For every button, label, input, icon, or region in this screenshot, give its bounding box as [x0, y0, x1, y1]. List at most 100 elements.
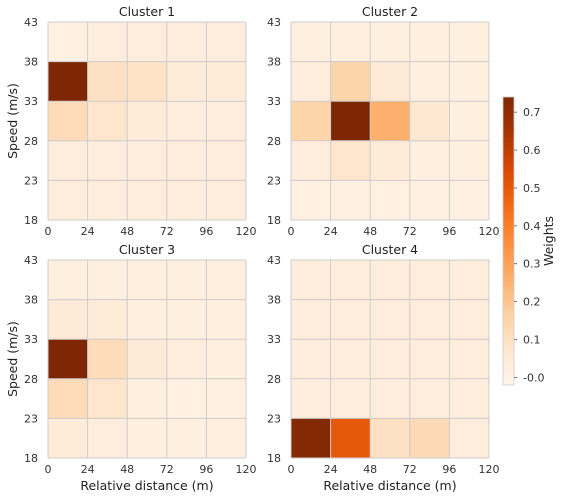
- x-tick-label: 72: [403, 225, 417, 238]
- heatmap-cell: [291, 299, 331, 340]
- y-tick-label: 18: [267, 214, 281, 227]
- heatmap-cell: [206, 180, 246, 220]
- heatmap-cell: [206, 418, 246, 458]
- heatmap-cell: [409, 418, 450, 458]
- x-tick-label: 0: [45, 225, 52, 238]
- heatmap-cell: [166, 22, 207, 62]
- heatmap-cell: [206, 22, 246, 62]
- heatmap-cell: [330, 260, 371, 300]
- colorbar-tick-label: 0.5: [523, 182, 541, 195]
- heatmap-cell: [409, 140, 450, 181]
- y-tick-label: 43: [267, 16, 281, 29]
- heatmap-cell: [291, 339, 331, 379]
- heatmap-cell: [48, 378, 88, 419]
- heatmap-cell: [87, 378, 128, 419]
- x-tick-label: 48: [363, 225, 377, 238]
- y-tick-label: 38: [24, 56, 38, 69]
- y-tick-label: 23: [267, 412, 281, 425]
- heatmap-panel-4: Cluster 4 0 24 48 72 96 120 18 23 28 33 38 43 Relativ…: [267, 242, 500, 493]
- y-tick-label: 28: [24, 135, 38, 148]
- heatmap-cell: [127, 61, 167, 102]
- y-axis-label: Speed (m/s): [5, 321, 20, 397]
- x-tick-label: 120: [479, 463, 500, 476]
- heatmap-cell: [449, 299, 489, 340]
- x-tick-label: 24: [81, 225, 95, 238]
- x-tick-label: 24: [81, 463, 95, 476]
- colorbar-tick-label: 0.6: [523, 144, 541, 157]
- heatmap-cell: [48, 140, 88, 181]
- heatmap-cell: [48, 299, 88, 340]
- y-axis-label: Speed (m/s): [5, 83, 20, 159]
- heatmap-cell: [370, 101, 410, 141]
- x-tick-label: 96: [442, 463, 456, 476]
- heatmap-cell: [330, 299, 371, 340]
- panel-title: Cluster 2: [362, 4, 418, 19]
- heatmap-cell: [87, 180, 128, 220]
- heatmap-cell: [370, 22, 410, 62]
- heatmap-cell: [166, 418, 207, 458]
- y-tick-label: 33: [24, 95, 38, 108]
- heatmap-cell: [330, 101, 371, 141]
- x-tick-label: 48: [120, 225, 134, 238]
- x-tick-label: 0: [288, 225, 295, 238]
- heatmap-cell: [370, 140, 410, 181]
- y-tick-label: 38: [267, 294, 281, 307]
- y-tick-label: 33: [267, 333, 281, 346]
- heatmap-cell: [127, 260, 167, 300]
- y-tick-label: 38: [267, 56, 281, 69]
- heatmap-cell: [449, 180, 489, 220]
- heatmap-cell: [87, 260, 128, 300]
- heatmap-cell: [206, 378, 246, 419]
- x-tick-label: 0: [45, 463, 52, 476]
- colorbar-tick-label: 0.2: [523, 296, 541, 309]
- heatmap-cell: [127, 101, 167, 141]
- y-tick-label: 23: [24, 174, 38, 187]
- heatmap-cell: [330, 140, 371, 181]
- heatmap-cell: [166, 180, 207, 220]
- heatmap-cell: [330, 61, 371, 102]
- y-tick-label: 28: [267, 135, 281, 148]
- heatmap-cell: [330, 418, 371, 458]
- heatmap-cell: [206, 61, 246, 102]
- heatmap-cell: [449, 260, 489, 300]
- x-tick-label: 96: [199, 225, 213, 238]
- heatmap-cell: [166, 140, 207, 181]
- heatmap-cell: [409, 260, 450, 300]
- heatmap-cell: [127, 418, 167, 458]
- heatmap-cell: [127, 180, 167, 220]
- heatmap-cell: [206, 140, 246, 181]
- heatmap-cell: [48, 260, 88, 300]
- heatmap-cell: [330, 339, 371, 379]
- heatmap-cell: [291, 378, 331, 419]
- x-tick-label: 24: [324, 225, 338, 238]
- heatmap-cell: [291, 61, 331, 102]
- y-tick-label: 38: [24, 294, 38, 307]
- heatmap-cell: [409, 22, 450, 62]
- heatmap-cell: [291, 101, 331, 141]
- heatmap-cell: [166, 260, 207, 300]
- heatmap-cell: [48, 22, 88, 62]
- heatmap-cell: [291, 180, 331, 220]
- x-tick-label: 72: [403, 463, 417, 476]
- heatmap-cell: [409, 101, 450, 141]
- y-tick-label: 43: [267, 254, 281, 267]
- x-tick-label: 24: [324, 463, 338, 476]
- heatmap-cell: [48, 180, 88, 220]
- heatmap-cell: [330, 378, 371, 419]
- colorbar-gradient: [502, 96, 515, 386]
- heatmap-cell: [449, 101, 489, 141]
- x-tick-label: 96: [442, 225, 456, 238]
- heatmap-cell: [127, 299, 167, 340]
- heatmap-cell: [127, 140, 167, 181]
- heatmap-cell: [370, 339, 410, 379]
- heatmap-cell: [87, 418, 128, 458]
- heatmap-cell: [409, 299, 450, 340]
- heatmap-cell: [370, 299, 410, 340]
- heatmap-cell: [206, 260, 246, 300]
- heatmap-panel-1: Cluster 1 0 24 48 72 96 120 18 23 28 33 38 43 Speed (…: [5, 4, 257, 238]
- x-tick-label: 120: [479, 225, 500, 238]
- colorbar-tick-label: 0.7: [523, 106, 541, 119]
- heatmap-cell: [127, 339, 167, 379]
- heatmap-cell: [370, 61, 410, 102]
- x-tick-label: 48: [363, 463, 377, 476]
